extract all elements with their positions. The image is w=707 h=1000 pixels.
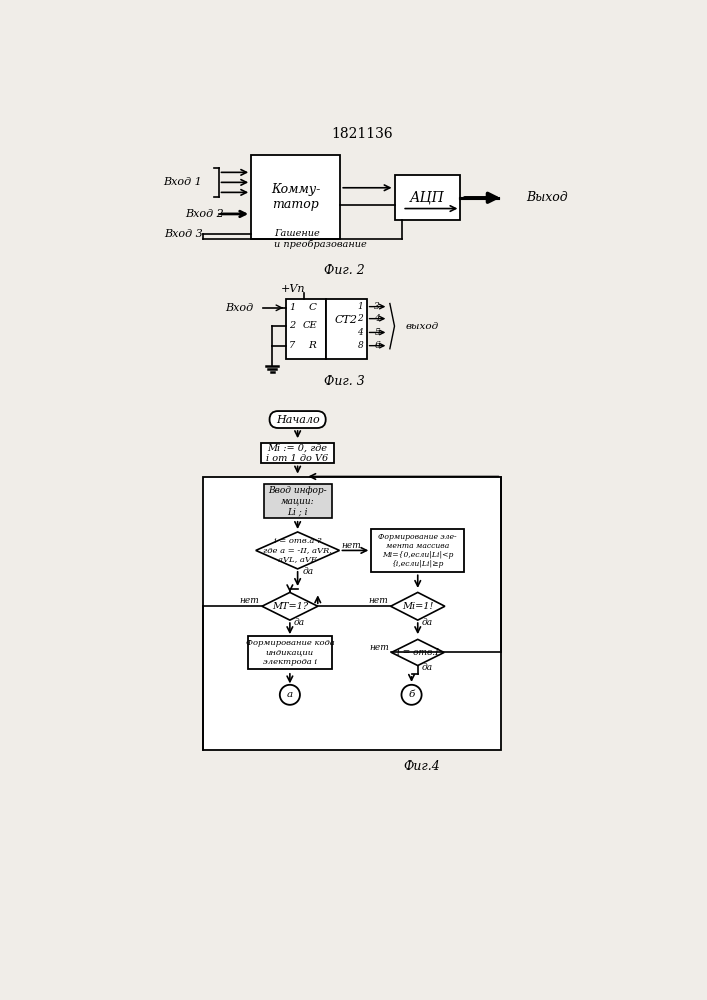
Text: Mi=1!: Mi=1! [402, 602, 433, 611]
Text: Mi := 0, где
i от 1 до V6: Mi := 0, где i от 1 до V6 [267, 444, 329, 463]
Text: Вход: Вход [226, 303, 253, 313]
Text: нет: нет [368, 596, 388, 605]
Text: Начало: Начало [276, 415, 320, 425]
Text: да: да [293, 618, 305, 627]
Bar [248, 636, 332, 669]
Text: Вход 1: Вход 1 [163, 177, 201, 187]
Bar [371, 529, 464, 572]
Text: 4: 4 [374, 314, 380, 323]
Text: нет: нет [341, 541, 361, 550]
Text: CE: CE [303, 321, 317, 330]
Text: Выход: Выход [526, 191, 568, 204]
Bar [261, 443, 334, 463]
Text: 7: 7 [289, 341, 296, 350]
Circle shape [280, 685, 300, 705]
Bar [203, 477, 501, 750]
Text: а: а [287, 690, 293, 699]
Text: 4: 4 [358, 328, 363, 337]
Text: R: R [308, 341, 316, 350]
Text: Вход 2: Вход 2 [185, 209, 224, 219]
Text: 1821136: 1821136 [331, 127, 393, 141]
Polygon shape [391, 592, 445, 620]
Polygon shape [262, 592, 317, 620]
Text: Формирование кода
индикации
электрода i: Формирование кода индикации электрода i [245, 639, 334, 666]
Text: Фиг. 3: Фиг. 3 [324, 375, 365, 388]
Text: C: C [308, 303, 316, 312]
Text: +Vn: +Vn [281, 284, 305, 294]
Text: MТ=1?: MТ=1? [271, 602, 308, 611]
Text: 5: 5 [374, 328, 380, 337]
Text: Ввод инфор-
мации:
Li ; i: Ввод инфор- мации: Li ; i [269, 486, 327, 516]
Text: Вход 3: Вход 3 [164, 229, 203, 239]
Text: да: да [421, 663, 433, 672]
Text: Фиг. 2: Фиг. 2 [324, 264, 365, 277]
Text: 6: 6 [374, 341, 380, 350]
Text: да: да [421, 618, 433, 627]
Polygon shape [256, 532, 339, 569]
Text: б: б [409, 690, 415, 699]
FancyBboxPatch shape [269, 411, 326, 428]
Text: 2: 2 [289, 321, 296, 330]
Text: 2: 2 [358, 314, 363, 323]
Text: 8: 8 [358, 341, 363, 350]
Text: Гашение
и преобразование: Гашение и преобразование [274, 229, 367, 249]
Text: Комму-
татор: Комму- татор [271, 183, 320, 211]
Text: выход: выход [405, 322, 438, 331]
Text: Фиг.4: Фиг.4 [403, 760, 440, 773]
Bar [264, 484, 332, 518]
Bar [286, 299, 327, 359]
Text: 1: 1 [289, 303, 296, 312]
Text: Формирование эле-
мента массива
Mi={0,если|Li|<р
{i,если|Li|≥р: Формирование эле- мента массива Mi={0,ес… [378, 533, 457, 568]
Text: 3: 3 [374, 302, 380, 311]
Bar [251, 155, 340, 239]
Text: да: да [303, 567, 313, 576]
Text: нет: нет [239, 596, 259, 605]
Polygon shape [392, 639, 444, 666]
Circle shape [402, 685, 421, 705]
Text: нет: нет [369, 643, 389, 652]
Bar [327, 299, 367, 359]
Bar [395, 175, 460, 220]
Text: СТ2: СТ2 [335, 315, 358, 325]
Text: 1: 1 [358, 302, 363, 311]
Text: i = отв.а ?
где а = -II, аVR,
aVL, aVF: i = отв.а ? где а = -II, аVR, aVL, aVF [263, 537, 332, 564]
Text: АЦП: АЦП [410, 191, 445, 205]
Text: i = отв.I: i = отв.I [397, 648, 438, 657]
